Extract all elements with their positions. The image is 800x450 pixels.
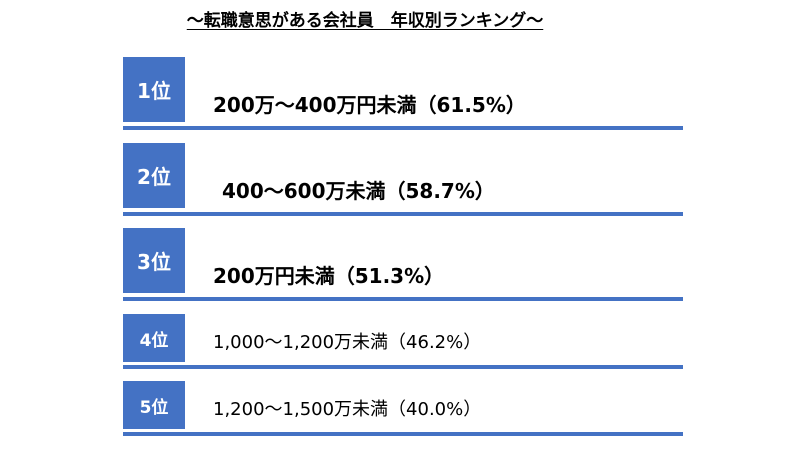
divider bbox=[123, 212, 683, 216]
rank-badge: 1位 bbox=[123, 57, 185, 122]
rank-label: 200万円未満（51.3%） bbox=[213, 264, 445, 288]
rank-badge: 4位 bbox=[123, 314, 185, 362]
rank-badge: 5位 bbox=[123, 381, 185, 429]
rank-label: 400～600万未満（58.7%） bbox=[222, 179, 495, 203]
rank-badge: 2位 bbox=[123, 143, 185, 208]
divider bbox=[123, 365, 683, 369]
divider bbox=[123, 297, 683, 301]
rank-label: 1,200～1,500万未満（40.0%） bbox=[213, 399, 482, 420]
divider bbox=[123, 126, 683, 130]
rank-label: 200万～400万円未満（61.5%） bbox=[213, 93, 526, 117]
rank-badge: 3位 bbox=[123, 228, 185, 293]
divider bbox=[123, 432, 683, 436]
rank-label: 1,000～1,200万未満（46.2%） bbox=[213, 332, 482, 353]
title: ～転職意思がある会社員 年収別ランキング～ bbox=[186, 11, 544, 31]
